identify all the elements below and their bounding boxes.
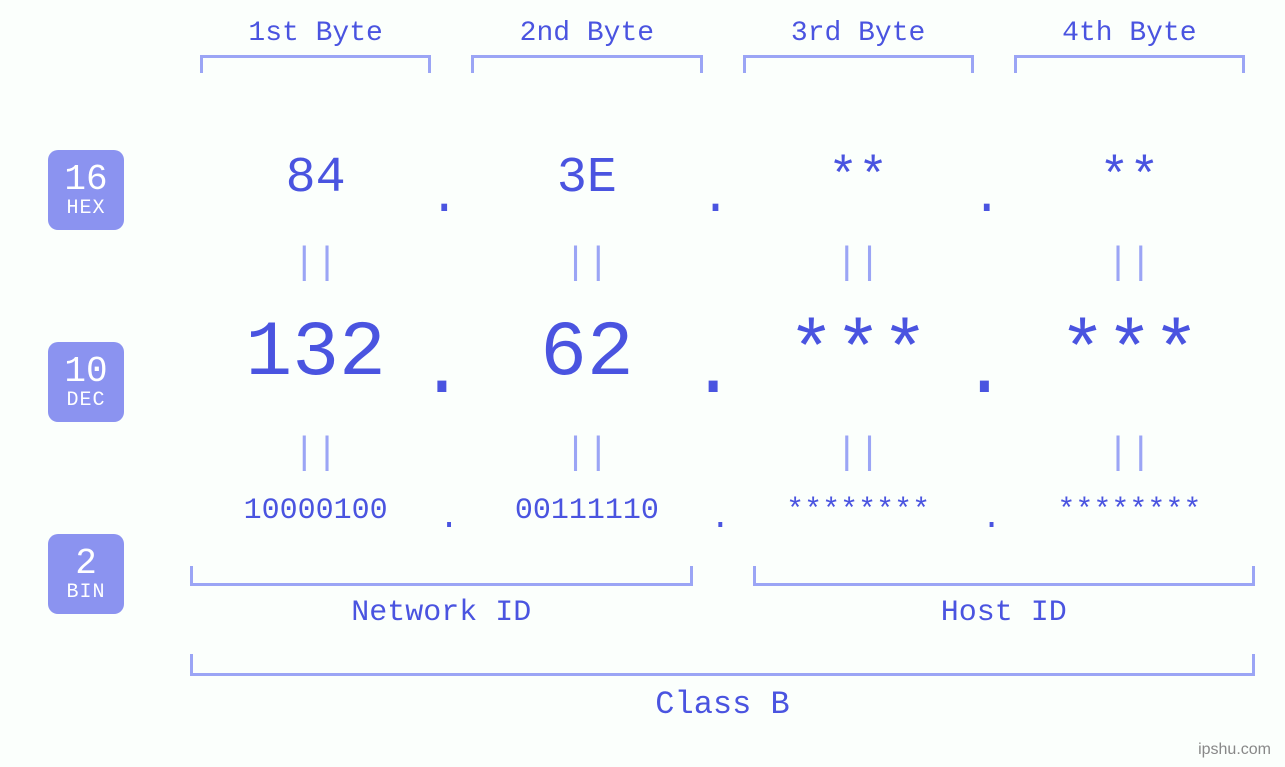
bin-row: 10000100. 00111110. ********. ********	[180, 494, 1265, 528]
bracket-network	[190, 566, 693, 586]
class-bracket-wrap: Class B	[190, 654, 1255, 723]
badge-bin: 2 BIN	[48, 534, 124, 614]
hex-byte-2: 3E.	[451, 150, 722, 207]
badge-hex: 16 HEX	[48, 150, 124, 230]
col-4-label: 4th Byte	[994, 18, 1265, 55]
id-brackets: Network ID Host ID	[180, 566, 1265, 630]
bracket-top-1	[200, 55, 431, 73]
bracket-host	[753, 566, 1256, 586]
badge-bin-num: 2	[75, 545, 97, 583]
eq-icon: ||	[994, 432, 1265, 475]
bin-byte-4: ********	[994, 494, 1265, 528]
badge-dec-num: 10	[64, 353, 107, 391]
watermark: ipshu.com	[1198, 741, 1271, 759]
badge-dec: 10 DEC	[48, 342, 124, 422]
bin-byte-3: ********.	[723, 494, 994, 528]
bracket-class	[190, 654, 1255, 676]
eq-icon: ||	[180, 432, 451, 475]
eq-icon: ||	[451, 432, 722, 475]
eq-icon: ||	[180, 242, 451, 285]
hex-row: 84. 3E. **. **	[180, 150, 1265, 207]
col-1-label: 1st Byte	[180, 18, 451, 55]
col-2-label: 2nd Byte	[451, 18, 722, 55]
eq-icon: ||	[723, 432, 994, 475]
byte-column-headers: 1st Byte 2nd Byte 3rd Byte 4th Byte	[180, 18, 1265, 73]
bin-byte-2: 00111110.	[451, 494, 722, 528]
equals-row-2: || || || ||	[180, 432, 1265, 475]
class-label: Class B	[190, 676, 1255, 723]
dec-byte-2: 62.	[451, 310, 722, 398]
dec-byte-3: ***.	[723, 310, 994, 398]
badge-dec-abbr: DEC	[66, 390, 105, 411]
badge-bin-abbr: BIN	[66, 582, 105, 603]
host-id-label: Host ID	[743, 586, 1266, 630]
eq-icon: ||	[723, 242, 994, 285]
base-badges: 16 HEX 10 DEC 2 BIN	[48, 150, 124, 614]
dec-row: 132. 62. ***. ***	[180, 310, 1265, 398]
equals-row-1: || || || ||	[180, 242, 1265, 285]
network-id-label: Network ID	[180, 586, 703, 630]
badge-hex-abbr: HEX	[66, 198, 105, 219]
bracket-top-4	[1014, 55, 1245, 73]
dec-byte-1: 132.	[180, 310, 451, 398]
hex-byte-1: 84.	[180, 150, 451, 207]
badge-hex-num: 16	[64, 161, 107, 199]
eq-icon: ||	[994, 242, 1265, 285]
hex-byte-4: **	[994, 150, 1265, 207]
eq-icon: ||	[451, 242, 722, 285]
dec-byte-4: ***	[994, 310, 1265, 398]
hex-byte-3: **.	[723, 150, 994, 207]
bracket-top-2	[471, 55, 702, 73]
bracket-top-3	[743, 55, 974, 73]
col-3-label: 3rd Byte	[723, 18, 994, 55]
bin-byte-1: 10000100.	[180, 494, 451, 528]
